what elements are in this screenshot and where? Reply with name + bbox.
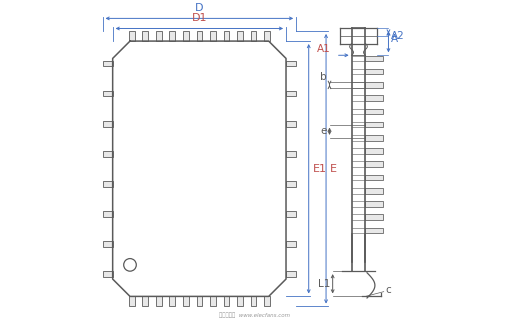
Bar bbox=[129, 31, 134, 41]
Bar bbox=[286, 241, 296, 247]
Bar bbox=[365, 135, 383, 141]
Bar bbox=[286, 151, 296, 157]
Bar bbox=[103, 151, 112, 157]
Bar bbox=[237, 31, 243, 41]
Bar bbox=[223, 297, 229, 307]
Bar bbox=[103, 121, 112, 127]
Bar bbox=[143, 31, 148, 41]
Bar bbox=[169, 31, 175, 41]
Bar bbox=[286, 61, 296, 67]
Text: D1: D1 bbox=[191, 14, 207, 24]
Bar bbox=[365, 95, 383, 101]
Bar bbox=[210, 297, 216, 307]
Bar bbox=[237, 297, 243, 307]
Bar bbox=[156, 297, 162, 307]
Bar bbox=[365, 109, 383, 114]
Text: E1: E1 bbox=[313, 164, 327, 174]
Bar bbox=[169, 297, 175, 307]
Bar bbox=[210, 31, 216, 41]
Bar bbox=[264, 31, 270, 41]
Bar bbox=[103, 61, 112, 67]
Bar bbox=[250, 297, 256, 307]
Bar bbox=[365, 175, 383, 181]
Text: e: e bbox=[321, 126, 327, 136]
Bar bbox=[286, 121, 296, 127]
Bar bbox=[250, 31, 256, 41]
Bar bbox=[286, 181, 296, 187]
Bar bbox=[183, 31, 189, 41]
Bar bbox=[223, 31, 229, 41]
Bar bbox=[365, 162, 383, 167]
Text: D: D bbox=[195, 3, 204, 13]
Bar bbox=[103, 271, 112, 277]
Bar bbox=[156, 31, 162, 41]
Text: A2: A2 bbox=[391, 31, 405, 41]
Bar bbox=[365, 69, 383, 75]
Bar bbox=[264, 297, 270, 307]
Bar bbox=[365, 228, 383, 233]
Bar bbox=[103, 91, 112, 97]
Bar bbox=[103, 241, 112, 247]
Bar bbox=[183, 297, 189, 307]
Bar bbox=[196, 297, 202, 307]
Text: A: A bbox=[391, 34, 398, 44]
Text: b: b bbox=[320, 72, 327, 82]
Bar bbox=[286, 271, 296, 277]
Text: E: E bbox=[330, 164, 337, 174]
Bar bbox=[196, 31, 202, 41]
Bar bbox=[365, 82, 383, 88]
Text: L1: L1 bbox=[318, 279, 330, 289]
Text: 电子发烧友  www.elecfans.com: 电子发烧友 www.elecfans.com bbox=[219, 313, 290, 318]
Bar bbox=[286, 211, 296, 217]
Bar bbox=[365, 201, 383, 207]
Bar bbox=[365, 188, 383, 194]
Bar bbox=[365, 122, 383, 128]
Bar bbox=[286, 91, 296, 97]
Bar bbox=[103, 211, 112, 217]
Bar bbox=[143, 297, 148, 307]
Text: c: c bbox=[385, 285, 391, 295]
Bar bbox=[365, 214, 383, 220]
Bar bbox=[129, 297, 134, 307]
Text: A1: A1 bbox=[317, 44, 331, 54]
Bar bbox=[365, 56, 383, 61]
Bar bbox=[103, 181, 112, 187]
Bar bbox=[365, 148, 383, 154]
